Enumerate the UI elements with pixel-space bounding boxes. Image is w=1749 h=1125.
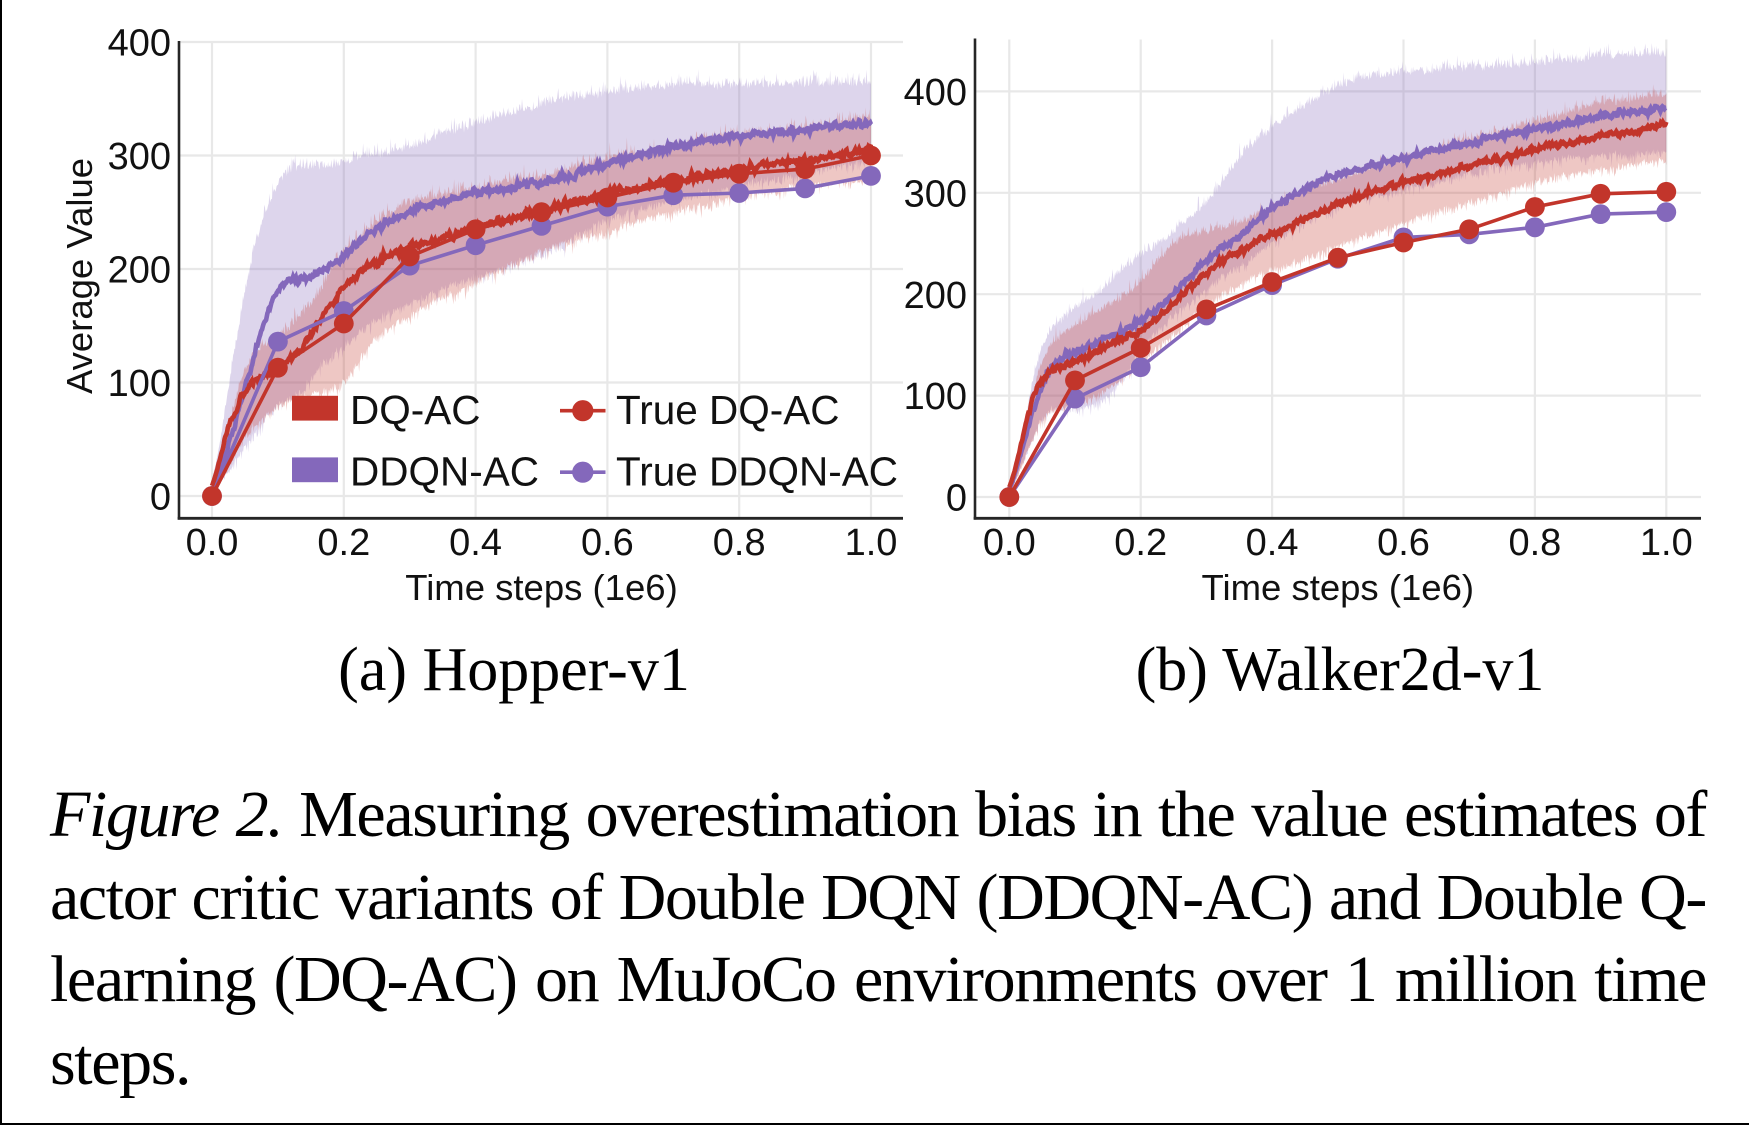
svg-text:0.2: 0.2 — [1114, 522, 1167, 564]
svg-text:(a) Hopper-v1: (a) Hopper-v1 — [338, 636, 690, 704]
svg-text:100: 100 — [108, 363, 171, 405]
svg-text:1.0: 1.0 — [1640, 522, 1693, 564]
svg-text:Time steps (1e6): Time steps (1e6) — [405, 567, 678, 608]
svg-text:200: 200 — [904, 275, 967, 317]
svg-text:Time steps (1e6): Time steps (1e6) — [1202, 567, 1475, 608]
svg-text:100: 100 — [904, 376, 967, 418]
svg-text:300: 300 — [904, 173, 967, 215]
svg-text:(b) Walker2d-v1: (b) Walker2d-v1 — [1136, 636, 1545, 704]
svg-text:300: 300 — [108, 136, 171, 178]
svg-text:0.0: 0.0 — [983, 522, 1036, 564]
svg-text:DQ-AC: DQ-AC — [350, 387, 481, 433]
svg-text:0.8: 0.8 — [1508, 522, 1561, 564]
svg-text:0.6: 0.6 — [581, 522, 634, 564]
svg-text:400: 400 — [108, 23, 171, 65]
svg-text:400: 400 — [904, 72, 967, 114]
svg-text:0.2: 0.2 — [317, 522, 370, 564]
svg-text:200: 200 — [108, 250, 171, 292]
svg-text:True DQ-AC: True DQ-AC — [616, 387, 840, 433]
svg-text:0.6: 0.6 — [1377, 522, 1430, 564]
svg-text:1.0: 1.0 — [845, 522, 898, 564]
svg-text:Average Value: Average Value — [59, 158, 100, 394]
svg-text:0: 0 — [150, 477, 171, 519]
svg-text:0.4: 0.4 — [1246, 522, 1299, 564]
svg-text:0.8: 0.8 — [713, 522, 766, 564]
svg-text:0.4: 0.4 — [449, 522, 502, 564]
svg-text:True DDQN-AC: True DDQN-AC — [616, 449, 898, 495]
svg-text:0: 0 — [946, 478, 967, 520]
svg-text:DDQN-AC: DDQN-AC — [350, 449, 539, 495]
svg-text:0.0: 0.0 — [186, 522, 239, 564]
